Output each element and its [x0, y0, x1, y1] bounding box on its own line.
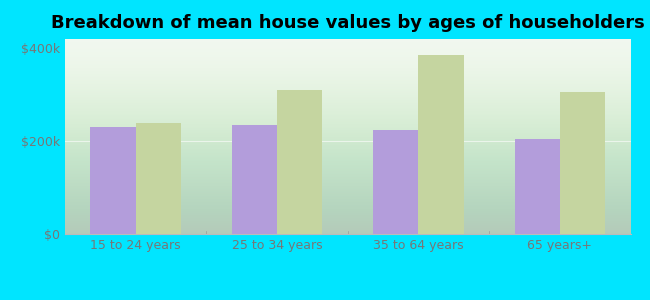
Bar	[515, 139, 560, 234]
Bar	[373, 130, 419, 234]
Bar	[90, 127, 136, 234]
Bar	[232, 125, 277, 234]
Bar	[136, 123, 181, 234]
Bar	[277, 90, 322, 234]
Bar	[560, 92, 605, 234]
Bar	[419, 55, 463, 234]
Title: Breakdown of mean house values by ages of householders: Breakdown of mean house values by ages o…	[51, 14, 645, 32]
